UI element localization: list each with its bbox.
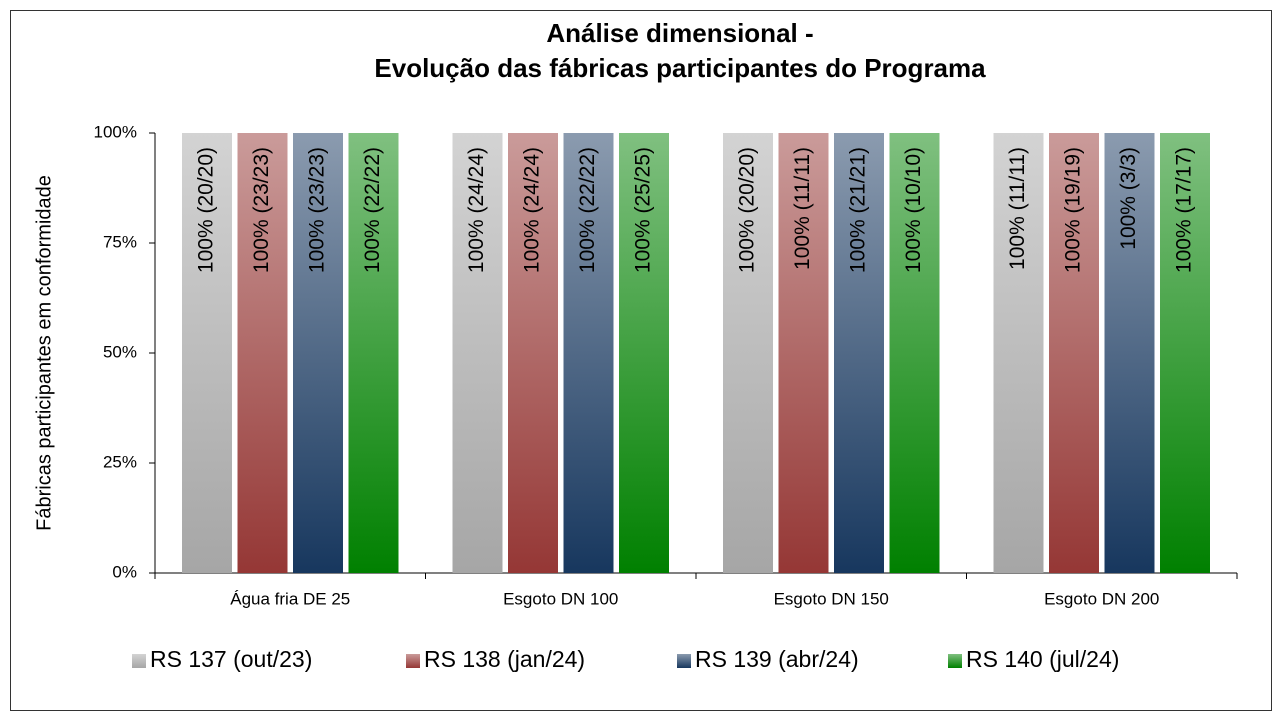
bar	[1160, 133, 1210, 573]
value-label: 100% (22/22)	[361, 147, 384, 273]
bar	[1104, 133, 1155, 573]
x-tick-label: Esgoto DN 150	[774, 589, 889, 608]
legend-swatch	[677, 654, 691, 668]
bar	[889, 133, 940, 573]
bar	[508, 133, 558, 573]
x-tick-label: Esgoto DN 200	[1044, 589, 1159, 608]
value-label: 100% (21/21)	[847, 147, 870, 273]
value-label: 100% (24/24)	[465, 147, 488, 273]
chart-title: Análise dimensional -	[546, 18, 813, 48]
x-tick-label: Água fria DE 25	[230, 589, 350, 608]
y-axis-label: Fábricas participantes em conformidade	[33, 175, 55, 531]
value-label: 100% (22/22)	[576, 147, 599, 273]
bar	[1049, 133, 1099, 573]
bar	[834, 133, 884, 573]
bar	[778, 133, 829, 573]
legend-label: RS 139 (abr/24)	[695, 646, 859, 672]
bar	[348, 133, 399, 573]
bar	[452, 133, 503, 573]
value-label: 100% (10/10)	[902, 147, 925, 273]
legend-swatch	[132, 654, 146, 668]
value-label: 100% (23/23)	[306, 147, 329, 273]
bar	[723, 133, 773, 573]
bar	[293, 133, 343, 573]
legend-label: RS 137 (out/23)	[150, 646, 312, 672]
value-label: 100% (25/25)	[632, 147, 655, 273]
x-tick-label: Esgoto DN 100	[503, 589, 618, 608]
legend-swatch	[406, 654, 420, 668]
bar	[237, 133, 288, 573]
y-tick-label: 75%	[103, 232, 137, 251]
value-label: 100% (19/19)	[1062, 147, 1085, 273]
y-tick-label: 50%	[103, 342, 137, 361]
chart-title: Evolução das fábricas participantes do P…	[374, 53, 986, 83]
bar	[563, 133, 614, 573]
value-label: 100% (20/20)	[736, 147, 759, 273]
value-label: 100% (20/20)	[195, 147, 218, 273]
legend-swatch	[948, 654, 962, 668]
y-tick-label: 25%	[103, 452, 137, 471]
value-label: 100% (17/17)	[1173, 147, 1196, 273]
legend-label: RS 140 (jul/24)	[966, 646, 1119, 672]
bar	[182, 133, 232, 573]
bar	[993, 133, 1044, 573]
value-label: 100% (11/11)	[1006, 147, 1029, 270]
y-tick-label: 0%	[112, 562, 137, 581]
value-label: 100% (3/3)	[1117, 147, 1140, 250]
bar	[619, 133, 669, 573]
legend-label: RS 138 (jan/24)	[424, 646, 585, 672]
value-label: 100% (23/23)	[250, 147, 273, 273]
y-tick-label: 100%	[94, 122, 137, 141]
value-label: 100% (11/11)	[791, 147, 814, 270]
value-label: 100% (24/24)	[521, 147, 544, 273]
